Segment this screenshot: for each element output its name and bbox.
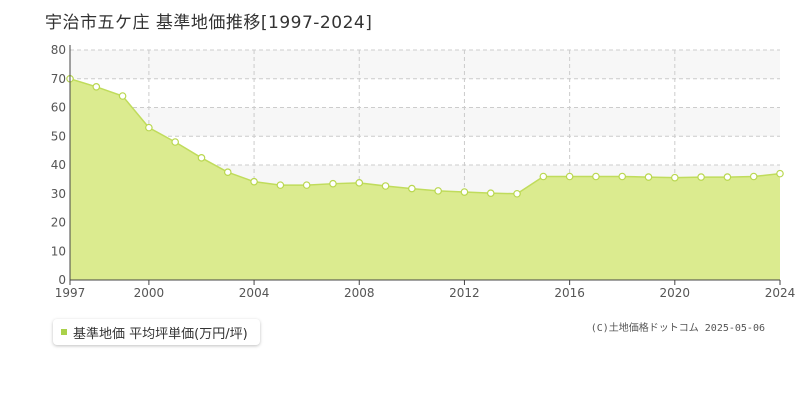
data-point bbox=[486, 189, 495, 197]
data-point bbox=[644, 173, 653, 181]
credit-text: (C)土地価格ドットコム 2025-05-06 bbox=[590, 323, 765, 334]
y-tick-label: 80 bbox=[51, 43, 66, 57]
y-tick-label: 30 bbox=[51, 187, 66, 201]
y-tick-label: 20 bbox=[51, 216, 66, 230]
y-tick-label: 70 bbox=[51, 72, 66, 86]
data-point bbox=[513, 189, 521, 198]
plot-band bbox=[70, 107, 780, 137]
x-tick-label: 2012 bbox=[449, 286, 480, 300]
x-tick-label: 2008 bbox=[344, 286, 375, 300]
y-tick-label: 50 bbox=[51, 129, 66, 143]
x-tick-label: 1997 bbox=[55, 286, 86, 300]
plot-band bbox=[70, 50, 780, 79]
data-point bbox=[565, 172, 574, 181]
data-point bbox=[723, 173, 732, 181]
data-point bbox=[145, 123, 153, 132]
data-point bbox=[618, 172, 627, 181]
chart-title: 宇治市五ケ庄 基準地価推移[1997-2024] bbox=[45, 13, 373, 33]
data-point bbox=[355, 179, 364, 187]
data-point bbox=[671, 173, 679, 182]
x-tick-label: 2024 bbox=[765, 286, 796, 300]
x-tick-label: 2000 bbox=[134, 286, 165, 300]
data-point bbox=[408, 184, 416, 193]
data-point bbox=[749, 172, 758, 181]
data-point bbox=[276, 181, 285, 189]
data-point bbox=[539, 172, 548, 181]
y-tick-label: 0 bbox=[58, 273, 66, 287]
data-point bbox=[118, 92, 127, 100]
data-point bbox=[197, 154, 206, 162]
legend: 基準地価 平均坪単価(万円/坪) bbox=[53, 319, 260, 345]
x-tick-label: 2016 bbox=[554, 286, 585, 300]
y-tick-label: 40 bbox=[51, 158, 66, 172]
data-point bbox=[250, 177, 258, 186]
data-point bbox=[592, 172, 600, 181]
data-point bbox=[776, 169, 784, 178]
legend-label: 基準地価 平均坪単価(万円/坪) bbox=[73, 326, 248, 342]
series-area bbox=[70, 78, 780, 280]
data-point bbox=[302, 181, 311, 189]
series-line bbox=[69, 78, 781, 195]
y-tick-label: 10 bbox=[51, 244, 66, 258]
legend-swatch bbox=[61, 329, 67, 335]
data-point bbox=[697, 173, 705, 181]
x-tick-label: 2020 bbox=[660, 286, 691, 300]
x-tick-label: 2004 bbox=[239, 286, 270, 300]
data-point bbox=[460, 188, 469, 196]
data-point bbox=[329, 179, 337, 188]
data-point bbox=[223, 168, 232, 176]
data-point bbox=[381, 182, 390, 190]
data-point bbox=[92, 83, 101, 91]
data-point bbox=[171, 138, 179, 146]
y-tick-label: 60 bbox=[51, 101, 66, 115]
data-point bbox=[434, 187, 442, 195]
